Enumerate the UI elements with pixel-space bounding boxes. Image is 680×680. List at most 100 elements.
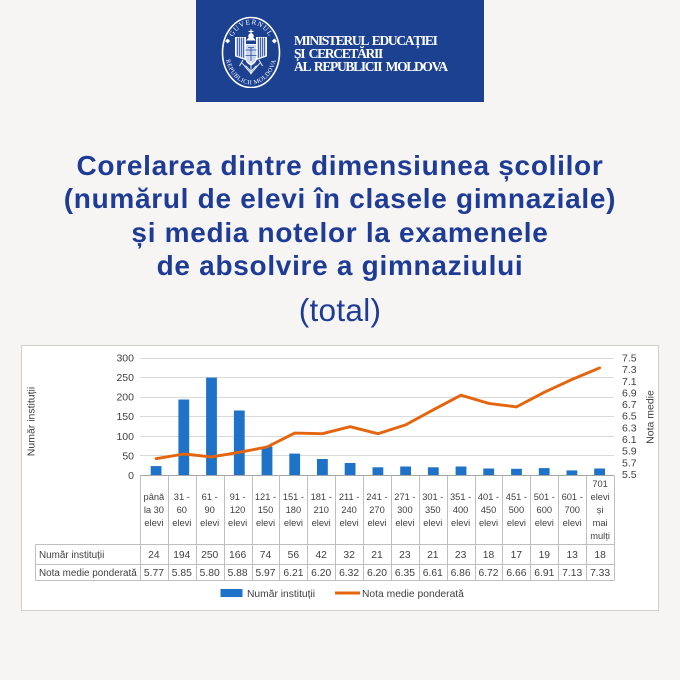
svg-text:6.35: 6.35 <box>395 568 415 579</box>
svg-text:18: 18 <box>594 550 606 561</box>
svg-text:6.5: 6.5 <box>622 411 637 423</box>
svg-text:401 -: 401 - <box>478 492 499 502</box>
svg-text:elevi: elevi <box>284 518 303 528</box>
svg-text:21: 21 <box>371 550 383 561</box>
svg-text:120: 120 <box>230 505 246 515</box>
svg-text:350: 350 <box>425 505 441 515</box>
svg-text:6.9: 6.9 <box>622 387 637 399</box>
svg-text:271 -: 271 - <box>394 492 415 502</box>
svg-text:Nota medie ponderată: Nota medie ponderată <box>362 589 464 600</box>
svg-text:elevi: elevi <box>340 518 359 528</box>
svg-text:6.66: 6.66 <box>506 568 526 579</box>
svg-text:300: 300 <box>116 353 134 365</box>
svg-text:42: 42 <box>315 550 327 561</box>
svg-text:451 -: 451 - <box>506 492 527 502</box>
svg-text:32: 32 <box>343 550 355 561</box>
svg-text:91 -: 91 - <box>230 492 246 502</box>
svg-text:elevi: elevi <box>507 518 526 528</box>
svg-text:6.7: 6.7 <box>622 399 637 411</box>
svg-text:5.97: 5.97 <box>255 568 275 579</box>
svg-text:23: 23 <box>399 550 411 561</box>
svg-text:121 -: 121 - <box>255 492 276 502</box>
svg-text:7.1: 7.1 <box>622 376 637 388</box>
svg-text:166: 166 <box>229 550 246 561</box>
svg-text:5.77: 5.77 <box>144 568 164 579</box>
svg-text:24: 24 <box>148 550 160 561</box>
svg-text:400: 400 <box>453 505 469 515</box>
svg-text:600: 600 <box>537 505 553 515</box>
svg-text:elevi: elevi <box>228 518 247 528</box>
svg-text:601 -: 601 - <box>562 492 583 502</box>
svg-text:5.5: 5.5 <box>622 469 637 481</box>
svg-text:19: 19 <box>539 550 551 561</box>
svg-text:elevi: elevi <box>256 518 275 528</box>
svg-text:6.20: 6.20 <box>367 568 387 579</box>
svg-text:50: 50 <box>122 450 134 462</box>
svg-text:elevi: elevi <box>535 518 554 528</box>
svg-text:7.33: 7.33 <box>590 568 610 579</box>
svg-text:elevi: elevi <box>395 518 414 528</box>
svg-text:6.1: 6.1 <box>622 434 637 446</box>
svg-text:Număr instituții: Număr instituții <box>26 387 38 456</box>
svg-text:Nota medie ponderată: Nota medie ponderată <box>39 568 137 579</box>
svg-text:elevi: elevi <box>591 492 610 502</box>
svg-text:elevi: elevi <box>144 518 163 528</box>
svg-text:301 -: 301 - <box>422 492 443 502</box>
svg-text:700: 700 <box>564 505 580 515</box>
svg-text:60: 60 <box>177 505 187 515</box>
svg-text:13: 13 <box>566 550 578 561</box>
svg-text:500: 500 <box>509 505 525 515</box>
svg-text:56: 56 <box>288 550 300 561</box>
svg-text:Număr instituții: Număr instituții <box>39 550 104 561</box>
svg-text:250: 250 <box>116 372 134 384</box>
svg-text:18: 18 <box>483 550 495 561</box>
svg-text:21: 21 <box>427 550 439 561</box>
svg-text:7.13: 7.13 <box>562 568 582 579</box>
svg-text:450: 450 <box>481 505 497 515</box>
svg-text:elevi: elevi <box>451 518 470 528</box>
svg-text:elevi: elevi <box>200 518 219 528</box>
svg-text:210: 210 <box>313 505 329 515</box>
svg-text:6.20: 6.20 <box>311 568 331 579</box>
svg-text:23: 23 <box>455 550 467 561</box>
svg-text:Număr instituții: Număr instituții <box>247 589 315 600</box>
svg-text:6.32: 6.32 <box>339 568 359 579</box>
svg-text:5.88: 5.88 <box>228 568 248 579</box>
svg-text:și: și <box>597 505 604 515</box>
svg-text:351 -: 351 - <box>450 492 471 502</box>
svg-text:elevi: elevi <box>563 518 582 528</box>
svg-text:151 -: 151 - <box>283 492 304 502</box>
svg-text:mulți: mulți <box>590 531 610 541</box>
svg-text:5.85: 5.85 <box>172 568 192 579</box>
svg-text:7.3: 7.3 <box>622 364 637 376</box>
svg-text:701: 701 <box>592 479 608 489</box>
svg-text:180: 180 <box>286 505 302 515</box>
svg-text:5.7: 5.7 <box>622 457 637 469</box>
svg-text:100: 100 <box>116 431 134 443</box>
svg-text:până: până <box>144 492 166 502</box>
svg-text:90: 90 <box>205 505 215 515</box>
svg-text:elevi: elevi <box>312 518 331 528</box>
svg-text:elevi: elevi <box>423 518 442 528</box>
svg-text:250: 250 <box>201 550 218 561</box>
svg-text:5.80: 5.80 <box>200 568 220 579</box>
svg-text:181 -: 181 - <box>311 492 332 502</box>
svg-text:mai: mai <box>593 518 608 528</box>
svg-text:501 -: 501 - <box>534 492 555 502</box>
svg-text:300: 300 <box>397 505 413 515</box>
svg-text:elevi: elevi <box>479 518 498 528</box>
svg-text:150: 150 <box>116 411 134 423</box>
svg-text:elevi: elevi <box>367 518 386 528</box>
svg-text:150: 150 <box>258 505 274 515</box>
svg-text:31 -: 31 - <box>174 492 190 502</box>
svg-text:270: 270 <box>369 505 385 515</box>
svg-text:61 -: 61 - <box>202 492 218 502</box>
svg-text:6.86: 6.86 <box>451 568 471 579</box>
svg-text:240: 240 <box>341 505 357 515</box>
svg-text:6.91: 6.91 <box>534 568 554 579</box>
svg-text:211 -: 211 - <box>339 492 360 502</box>
svg-text:7.5: 7.5 <box>622 353 637 365</box>
svg-text:elevi: elevi <box>172 518 191 528</box>
svg-text:la 30: la 30 <box>144 505 164 515</box>
svg-text:6.61: 6.61 <box>423 568 443 579</box>
